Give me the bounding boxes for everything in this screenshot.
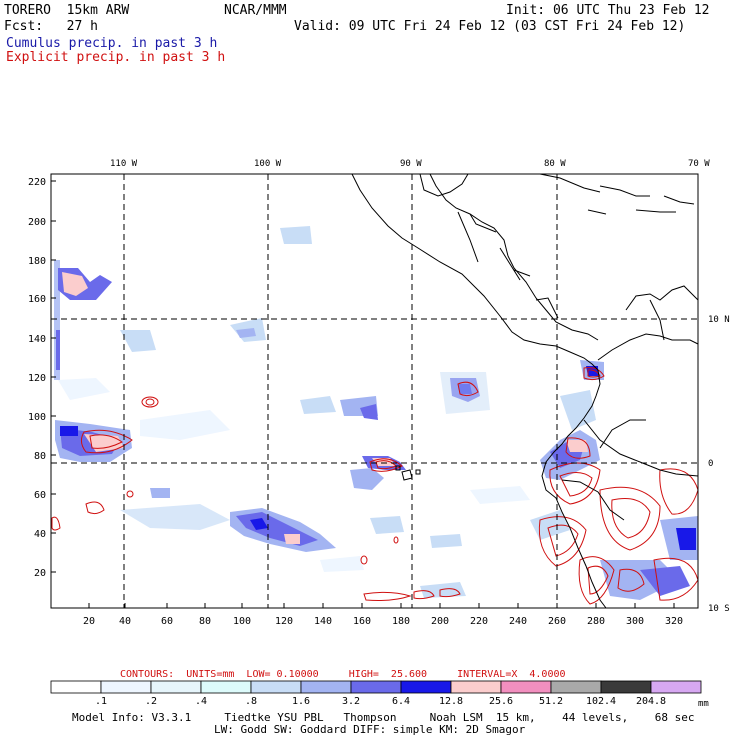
x-tick-120: 120 — [275, 616, 293, 627]
colorbar-label: 3.2 — [342, 696, 360, 707]
x-tick-220: 220 — [470, 616, 488, 627]
colorbar-swatch — [500, 680, 552, 694]
y-tick-100: 100 — [28, 412, 46, 423]
x-tick-80: 80 — [199, 616, 211, 627]
colorbar-label: .2 — [145, 696, 157, 707]
model-title: TORERO 15km ARW — [4, 3, 130, 18]
valid-time: Valid: 09 UTC Fri 24 Feb 12 (03 CST Fri … — [294, 19, 686, 34]
colorbar-label: 6.4 — [392, 696, 410, 707]
y-tick-180: 180 — [28, 256, 46, 267]
colorbar-swatch — [600, 680, 652, 694]
y-tick-80: 80 — [34, 451, 46, 462]
y-tick-160: 160 — [28, 294, 46, 305]
x-tick-260: 260 — [548, 616, 566, 627]
explicit-legend-text: Explicit precip. in past 3 h — [6, 50, 226, 65]
map-frame — [50, 173, 699, 609]
coastlines — [351, 173, 699, 609]
cumulus-legend-text: Cumulus precip. in past 3 h — [6, 36, 218, 51]
lon-label-80w: 80 W — [544, 159, 566, 169]
colorbar-swatch — [250, 680, 302, 694]
lat-label-0: 0 — [708, 459, 713, 469]
lon-label-100w: 100 W — [254, 159, 282, 169]
lon-label-110w: 110 W — [110, 159, 138, 169]
x-tick-300: 300 — [626, 616, 644, 627]
colorbar-swatch — [650, 680, 702, 694]
colorbar-label: 102.4 — [586, 696, 616, 707]
colorbar-swatch — [200, 680, 252, 694]
colorbar-label: 51.2 — [539, 696, 563, 707]
colorbar-label: .1 — [95, 696, 107, 707]
y-tick-60: 60 — [34, 490, 46, 501]
colorbar-swatch — [350, 680, 402, 694]
y-tick-200: 200 — [28, 217, 46, 228]
y-tick-120: 120 — [28, 373, 46, 384]
colorbar-label: 1.6 — [292, 696, 310, 707]
precip-shading — [54, 226, 698, 600]
lat-labels: 10 N 0 10 S — [708, 315, 730, 614]
y-tick-40: 40 — [34, 529, 46, 540]
x-tick-labels: 20 40 60 80 100 120 140 160 180 200 220 … — [83, 616, 683, 627]
lon-label-90w: 90 W — [400, 159, 422, 169]
x-tick-200: 200 — [431, 616, 449, 627]
colorbar-label: 204.8 — [636, 696, 666, 707]
contours-info: CONTOURS: UNITS=mm LOW= 0.10000 HIGH= 25… — [120, 669, 566, 680]
model-info: Model Info: V3.3.1 Tiedtke YSU PBL Thomp… — [72, 711, 695, 724]
x-tick-320: 320 — [665, 616, 683, 627]
colorbar-unit: mm — [698, 699, 709, 709]
y-tick-140: 140 — [28, 334, 46, 345]
x-tick-40: 40 — [119, 616, 131, 627]
colorbar-swatch — [450, 680, 502, 694]
x-tick-160: 160 — [353, 616, 371, 627]
colorbar-swatch — [100, 680, 152, 694]
y-tick-20: 20 — [34, 568, 46, 579]
colorbar-swatch — [50, 680, 102, 694]
x-tick-140: 140 — [314, 616, 332, 627]
forecast-hour: Fcst: 27 h — [4, 19, 98, 34]
x-tick-20: 20 — [83, 616, 95, 627]
x-tick-60: 60 — [161, 616, 173, 627]
y-tick-labels: 220 200 180 160 140 120 100 80 60 40 20 — [28, 177, 46, 579]
x-tick-180: 180 — [392, 616, 410, 627]
x-tick-100: 100 — [233, 616, 251, 627]
colorbar-swatch — [400, 680, 452, 694]
lon-labels: 110 W 100 W 90 W 80 W 70 W — [110, 159, 710, 169]
colorbar-label: 25.6 — [489, 696, 513, 707]
lat-label-10n: 10 N — [708, 315, 730, 325]
colorbar-label: .4 — [195, 696, 207, 707]
colorbar: .1 .2 .4 .8 1.6 3.2 6.4 12.8 25.6 51.2 102.4 204.8 — [50, 680, 702, 707]
physics-info: LW: Godd SW: Goddard DIFF: simple KM: 2D… — [214, 723, 526, 736]
lat-label-10s: 10 S — [708, 604, 730, 614]
colorbar-label: 12.8 — [439, 696, 463, 707]
org-label: NCAR/MMM — [224, 3, 287, 18]
lon-label-70w: 70 W — [688, 159, 710, 169]
y-tick-220: 220 — [28, 177, 46, 188]
colorbar-swatch — [150, 680, 202, 694]
colorbar-swatch — [300, 680, 352, 694]
colorbar-label: .8 — [245, 696, 257, 707]
colorbar-swatch — [550, 680, 602, 694]
x-tick-240: 240 — [509, 616, 527, 627]
x-tick-280: 280 — [587, 616, 605, 627]
explicit-contours — [51, 367, 699, 605]
init-time: Init: 06 UTC Thu 23 Feb 12 — [506, 3, 710, 18]
